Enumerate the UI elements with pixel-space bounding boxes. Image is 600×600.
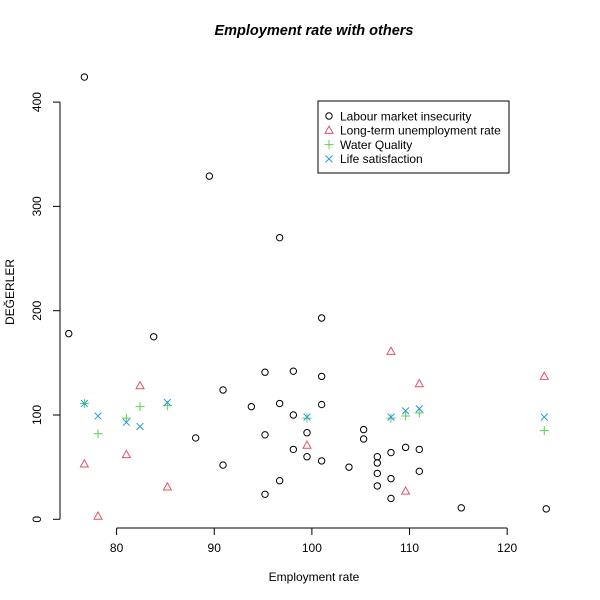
- data-point: [400, 485, 411, 495]
- data-point: [275, 399, 284, 408]
- series-x: [80, 398, 549, 431]
- data-point: [401, 407, 410, 415]
- data-point: [359, 435, 368, 443]
- data-point: [345, 463, 353, 471]
- data-point: [93, 510, 103, 520]
- data-point: [386, 346, 396, 355]
- series-circle: [65, 73, 550, 513]
- data-point: [387, 413, 395, 421]
- y-axis-label: DEĞERLER: [2, 259, 17, 325]
- legend-marker: [324, 125, 334, 134]
- data-point: [540, 413, 549, 421]
- data-point: [79, 458, 90, 468]
- data-point: [317, 314, 326, 322]
- x-tick-label: 110: [400, 541, 419, 555]
- data-point: [289, 445, 298, 454]
- legend-label: Water Quality: [340, 138, 412, 152]
- data-point: [219, 386, 227, 394]
- legend-marker: [324, 140, 334, 150]
- data-point: [415, 445, 423, 454]
- y-tick-label: 400: [30, 92, 44, 112]
- data-point: [121, 449, 132, 459]
- legend-label: Life satisfaction: [340, 152, 423, 166]
- legend-label: Long-term unemployment rate: [340, 124, 501, 138]
- data-point: [317, 400, 326, 409]
- data-point: [162, 481, 173, 491]
- data-point: [415, 404, 424, 413]
- legend-box: [317, 100, 510, 174]
- data-point: [373, 469, 382, 478]
- x-tick-label: 120: [497, 541, 517, 555]
- data-point: [401, 443, 410, 452]
- data-point: [387, 474, 395, 483]
- data-point: [163, 398, 172, 407]
- data-point: [386, 413, 396, 423]
- x-axis-label: Employment rate: [269, 570, 360, 584]
- data-point: [65, 329, 73, 338]
- data-point: [135, 380, 145, 390]
- data-point: [121, 413, 131, 423]
- data-point: [302, 413, 312, 423]
- series-plus: [79, 399, 549, 439]
- data-point: [247, 402, 256, 411]
- data-point: [303, 429, 311, 437]
- data-point: [373, 459, 382, 467]
- legend-label: Labour market insecurity: [340, 109, 471, 123]
- data-point: [93, 429, 103, 439]
- series-triangle: [79, 346, 550, 520]
- data-point: [135, 402, 145, 412]
- data-point: [205, 172, 214, 180]
- x-tick-label: 100: [302, 541, 322, 555]
- data-point: [373, 453, 382, 461]
- data-point: [302, 440, 312, 449]
- data-point: [317, 372, 326, 381]
- data-point: [191, 434, 200, 442]
- legend-marker: [325, 155, 333, 163]
- data-point: [261, 431, 269, 439]
- data-point: [387, 448, 395, 457]
- data-point: [150, 333, 158, 341]
- data-point: [275, 233, 284, 242]
- data-point: [289, 367, 298, 375]
- x-axis: 80 90 100 110 120: [110, 527, 517, 555]
- legend-marker: [325, 112, 333, 120]
- data-point: [219, 461, 227, 469]
- data-point: [401, 411, 411, 421]
- data-point: [94, 412, 102, 420]
- y-tick-label: 0: [30, 516, 44, 523]
- data-point: [457, 504, 465, 512]
- y-tick-label: 300: [30, 196, 44, 216]
- x-tick-label: 90: [208, 541, 222, 555]
- chart-title: Employment rate with others: [214, 23, 413, 39]
- data-point: [261, 368, 269, 376]
- y-tick-label: 100: [30, 405, 44, 425]
- y-axis: 0 100 200 300 400: [30, 92, 61, 523]
- data-point: [136, 422, 144, 431]
- data-point: [414, 378, 425, 388]
- data-point: [80, 399, 89, 408]
- x-tick-label: 80: [110, 541, 124, 555]
- data-point: [303, 413, 311, 421]
- y-tick-label: 200: [30, 300, 44, 320]
- data-point: [359, 425, 368, 434]
- data-point: [261, 490, 269, 498]
- data-point: [373, 482, 382, 490]
- data-point: [415, 467, 423, 476]
- data-point: [539, 371, 550, 380]
- data-point: [414, 408, 424, 418]
- data-point: [289, 411, 298, 419]
- data-point: [80, 73, 89, 81]
- data-point: [122, 418, 131, 427]
- data-point: [539, 426, 549, 436]
- data-point: [317, 457, 326, 465]
- data-point: [303, 453, 311, 461]
- data-point: [275, 477, 284, 485]
- data-point: [542, 505, 550, 513]
- data-point: [387, 494, 395, 503]
- data-points: [65, 73, 550, 520]
